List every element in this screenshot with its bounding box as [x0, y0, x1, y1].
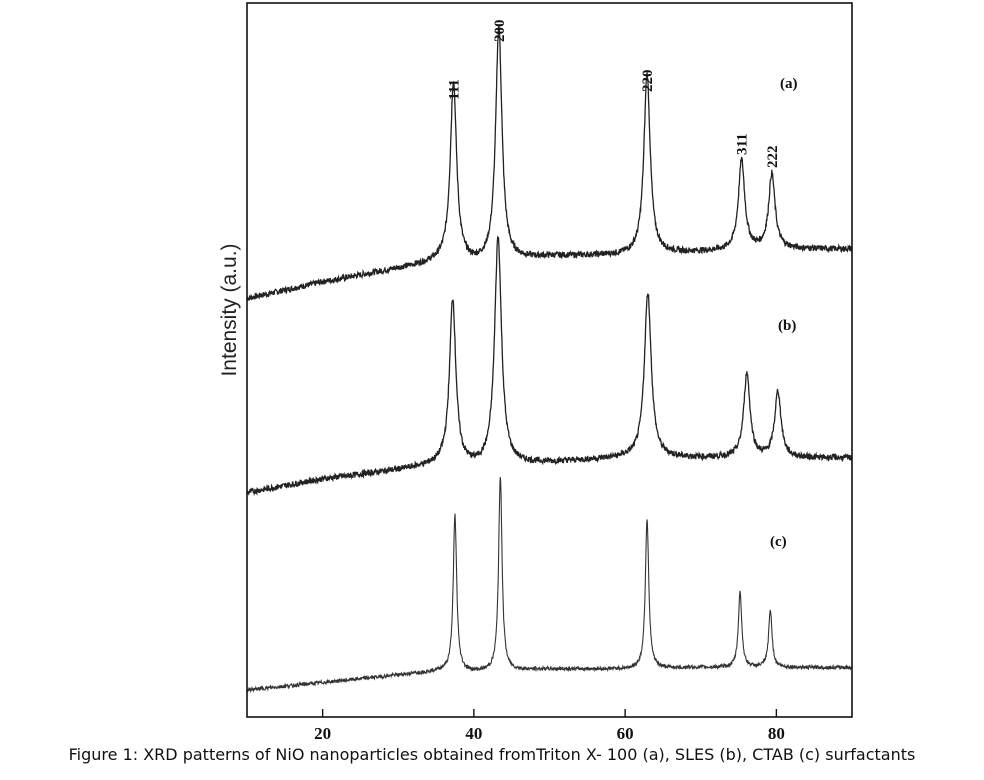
peak-label: 220 [640, 70, 656, 93]
peak-label: 311 [735, 133, 751, 155]
peak-label: 200 [492, 20, 508, 43]
xrd-chart: 20 40 60 80 (a) (b) (c) 111 200 220 311 222 Inten… [218, 2, 853, 743]
y-axis-label: Intensity (a.u.) [218, 243, 241, 376]
figure-caption: Figure 1: XRD patterns of NiO nanopartic… [68, 745, 916, 764]
x-tick-label: 40 [465, 724, 482, 743]
x-axis-ticks: 20 40 60 80 [314, 709, 785, 743]
plot-frame [246, 2, 853, 718]
series-line-1 [246, 235, 853, 497]
series-label: (b) [778, 318, 796, 334]
series-layer: (a) (b) (c) [246, 25, 853, 693]
series-line-0 [246, 25, 853, 301]
series-line-2 [246, 477, 853, 693]
peak-labels-layer: 111 200 220 311 222 [447, 20, 781, 169]
x-tick-label: 80 [768, 724, 785, 743]
x-tick-label: 20 [314, 724, 331, 743]
peak-label: 111 [447, 79, 463, 100]
series-label: (c) [770, 534, 787, 550]
x-tick-label: 60 [617, 724, 634, 743]
series-label: (a) [780, 76, 798, 92]
peak-label: 222 [765, 146, 781, 169]
